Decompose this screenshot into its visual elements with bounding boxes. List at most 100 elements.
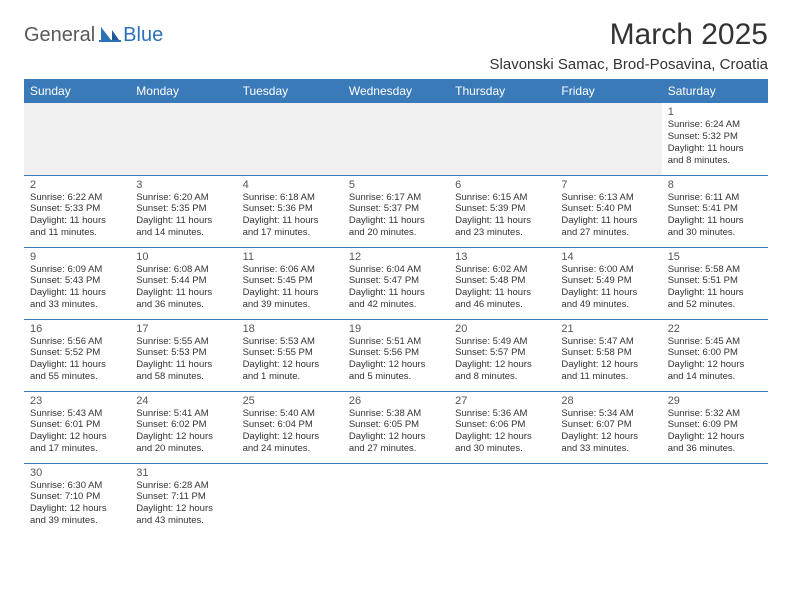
calendar-cell [237, 463, 343, 535]
daylight-text: Daylight: 12 hours and 39 minutes. [30, 503, 124, 527]
sunset-text: Sunset: 6:05 PM [349, 419, 443, 431]
sunset-text: Sunset: 5:37 PM [349, 203, 443, 215]
sunset-text: Sunset: 5:55 PM [243, 347, 337, 359]
logo-text-general: General [24, 24, 95, 47]
location-subtitle: Slavonski Samac, Brod-Posavina, Croatia [490, 56, 768, 73]
calendar-week-row: 9Sunrise: 6:09 AMSunset: 5:43 PMDaylight… [24, 247, 768, 319]
day-number: 29 [668, 395, 762, 407]
sunrise-text: Sunrise: 5:36 AM [455, 408, 549, 420]
calendar-week-row: 30Sunrise: 6:30 AMSunset: 7:10 PMDayligh… [24, 463, 768, 535]
sunrise-text: Sunrise: 6:13 AM [561, 192, 655, 204]
sunrise-text: Sunrise: 6:18 AM [243, 192, 337, 204]
day-header-row: Sunday Monday Tuesday Wednesday Thursday… [24, 79, 768, 103]
sunrise-text: Sunrise: 6:24 AM [668, 119, 762, 131]
daylight-text: Daylight: 11 hours and 55 minutes. [30, 359, 124, 383]
daylight-text: Daylight: 11 hours and 23 minutes. [455, 215, 549, 239]
col-saturday: Saturday [662, 79, 768, 103]
sunset-text: Sunset: 5:36 PM [243, 203, 337, 215]
sunrise-text: Sunrise: 6:30 AM [30, 480, 124, 492]
calendar-cell: 9Sunrise: 6:09 AMSunset: 5:43 PMDaylight… [24, 247, 130, 319]
sunset-text: Sunset: 5:41 PM [668, 203, 762, 215]
sunset-text: Sunset: 6:01 PM [30, 419, 124, 431]
sunset-text: Sunset: 5:52 PM [30, 347, 124, 359]
calendar-cell: 10Sunrise: 6:08 AMSunset: 5:44 PMDayligh… [130, 247, 236, 319]
day-number: 9 [30, 251, 124, 263]
calendar-cell [662, 463, 768, 535]
sunset-text: Sunset: 5:32 PM [668, 131, 762, 143]
calendar-cell [237, 103, 343, 175]
logo-text-blue: Blue [123, 24, 163, 47]
daylight-text: Daylight: 12 hours and 27 minutes. [349, 431, 443, 455]
sunset-text: Sunset: 5:48 PM [455, 275, 549, 287]
calendar-cell: 13Sunrise: 6:02 AMSunset: 5:48 PMDayligh… [449, 247, 555, 319]
sunrise-text: Sunrise: 6:08 AM [136, 264, 230, 276]
sunset-text: Sunset: 7:11 PM [136, 491, 230, 503]
calendar-cell: 4Sunrise: 6:18 AMSunset: 5:36 PMDaylight… [237, 175, 343, 247]
sunset-text: Sunset: 5:57 PM [455, 347, 549, 359]
day-number: 15 [668, 251, 762, 263]
calendar-cell: 20Sunrise: 5:49 AMSunset: 5:57 PMDayligh… [449, 319, 555, 391]
col-tuesday: Tuesday [237, 79, 343, 103]
day-number: 19 [349, 323, 443, 335]
calendar-cell: 17Sunrise: 5:55 AMSunset: 5:53 PMDayligh… [130, 319, 236, 391]
sunset-text: Sunset: 5:35 PM [136, 203, 230, 215]
sunset-text: Sunset: 6:02 PM [136, 419, 230, 431]
logo: General Blue [24, 24, 163, 47]
sunrise-text: Sunrise: 5:56 AM [30, 336, 124, 348]
calendar-week-row: 16Sunrise: 5:56 AMSunset: 5:52 PMDayligh… [24, 319, 768, 391]
daylight-text: Daylight: 11 hours and 52 minutes. [668, 287, 762, 311]
day-number: 22 [668, 323, 762, 335]
sunrise-text: Sunrise: 5:45 AM [668, 336, 762, 348]
calendar-cell: 24Sunrise: 5:41 AMSunset: 6:02 PMDayligh… [130, 391, 236, 463]
calendar-cell: 15Sunrise: 5:58 AMSunset: 5:51 PMDayligh… [662, 247, 768, 319]
calendar-cell: 12Sunrise: 6:04 AMSunset: 5:47 PMDayligh… [343, 247, 449, 319]
calendar-week-row: 1Sunrise: 6:24 AMSunset: 5:32 PMDaylight… [24, 103, 768, 175]
day-number: 17 [136, 323, 230, 335]
calendar-cell: 8Sunrise: 6:11 AMSunset: 5:41 PMDaylight… [662, 175, 768, 247]
calendar-cell [449, 463, 555, 535]
sunrise-text: Sunrise: 5:40 AM [243, 408, 337, 420]
day-number: 6 [455, 179, 549, 191]
daylight-text: Daylight: 11 hours and 11 minutes. [30, 215, 124, 239]
calendar-cell: 3Sunrise: 6:20 AMSunset: 5:35 PMDaylight… [130, 175, 236, 247]
day-number: 12 [349, 251, 443, 263]
sunset-text: Sunset: 5:40 PM [561, 203, 655, 215]
sunrise-text: Sunrise: 5:43 AM [30, 408, 124, 420]
daylight-text: Daylight: 12 hours and 24 minutes. [243, 431, 337, 455]
col-sunday: Sunday [24, 79, 130, 103]
calendar-cell: 11Sunrise: 6:06 AMSunset: 5:45 PMDayligh… [237, 247, 343, 319]
calendar-cell [449, 103, 555, 175]
logo-sail-icon [99, 25, 121, 46]
daylight-text: Daylight: 12 hours and 17 minutes. [30, 431, 124, 455]
day-number: 14 [561, 251, 655, 263]
day-number: 10 [136, 251, 230, 263]
daylight-text: Daylight: 11 hours and 27 minutes. [561, 215, 655, 239]
col-monday: Monday [130, 79, 236, 103]
calendar-cell: 28Sunrise: 5:34 AMSunset: 6:07 PMDayligh… [555, 391, 661, 463]
day-number: 7 [561, 179, 655, 191]
sunrise-text: Sunrise: 6:11 AM [668, 192, 762, 204]
day-number: 3 [136, 179, 230, 191]
sunrise-text: Sunrise: 5:53 AM [243, 336, 337, 348]
daylight-text: Daylight: 11 hours and 39 minutes. [243, 287, 337, 311]
sunrise-text: Sunrise: 6:04 AM [349, 264, 443, 276]
sunrise-text: Sunrise: 5:34 AM [561, 408, 655, 420]
day-number: 23 [30, 395, 124, 407]
day-number: 24 [136, 395, 230, 407]
calendar-cell: 14Sunrise: 6:00 AMSunset: 5:49 PMDayligh… [555, 247, 661, 319]
sunrise-text: Sunrise: 6:06 AM [243, 264, 337, 276]
daylight-text: Daylight: 11 hours and 58 minutes. [136, 359, 230, 383]
day-number: 13 [455, 251, 549, 263]
sunset-text: Sunset: 5:51 PM [668, 275, 762, 287]
calendar-cell: 30Sunrise: 6:30 AMSunset: 7:10 PMDayligh… [24, 463, 130, 535]
day-number: 30 [30, 467, 124, 479]
calendar-week-row: 2Sunrise: 6:22 AMSunset: 5:33 PMDaylight… [24, 175, 768, 247]
day-number: 18 [243, 323, 337, 335]
calendar-cell: 2Sunrise: 6:22 AMSunset: 5:33 PMDaylight… [24, 175, 130, 247]
calendar-cell: 16Sunrise: 5:56 AMSunset: 5:52 PMDayligh… [24, 319, 130, 391]
sunset-text: Sunset: 5:49 PM [561, 275, 655, 287]
day-number: 11 [243, 251, 337, 263]
sunrise-text: Sunrise: 6:28 AM [136, 480, 230, 492]
sunset-text: Sunset: 6:04 PM [243, 419, 337, 431]
daylight-text: Daylight: 11 hours and 33 minutes. [30, 287, 124, 311]
